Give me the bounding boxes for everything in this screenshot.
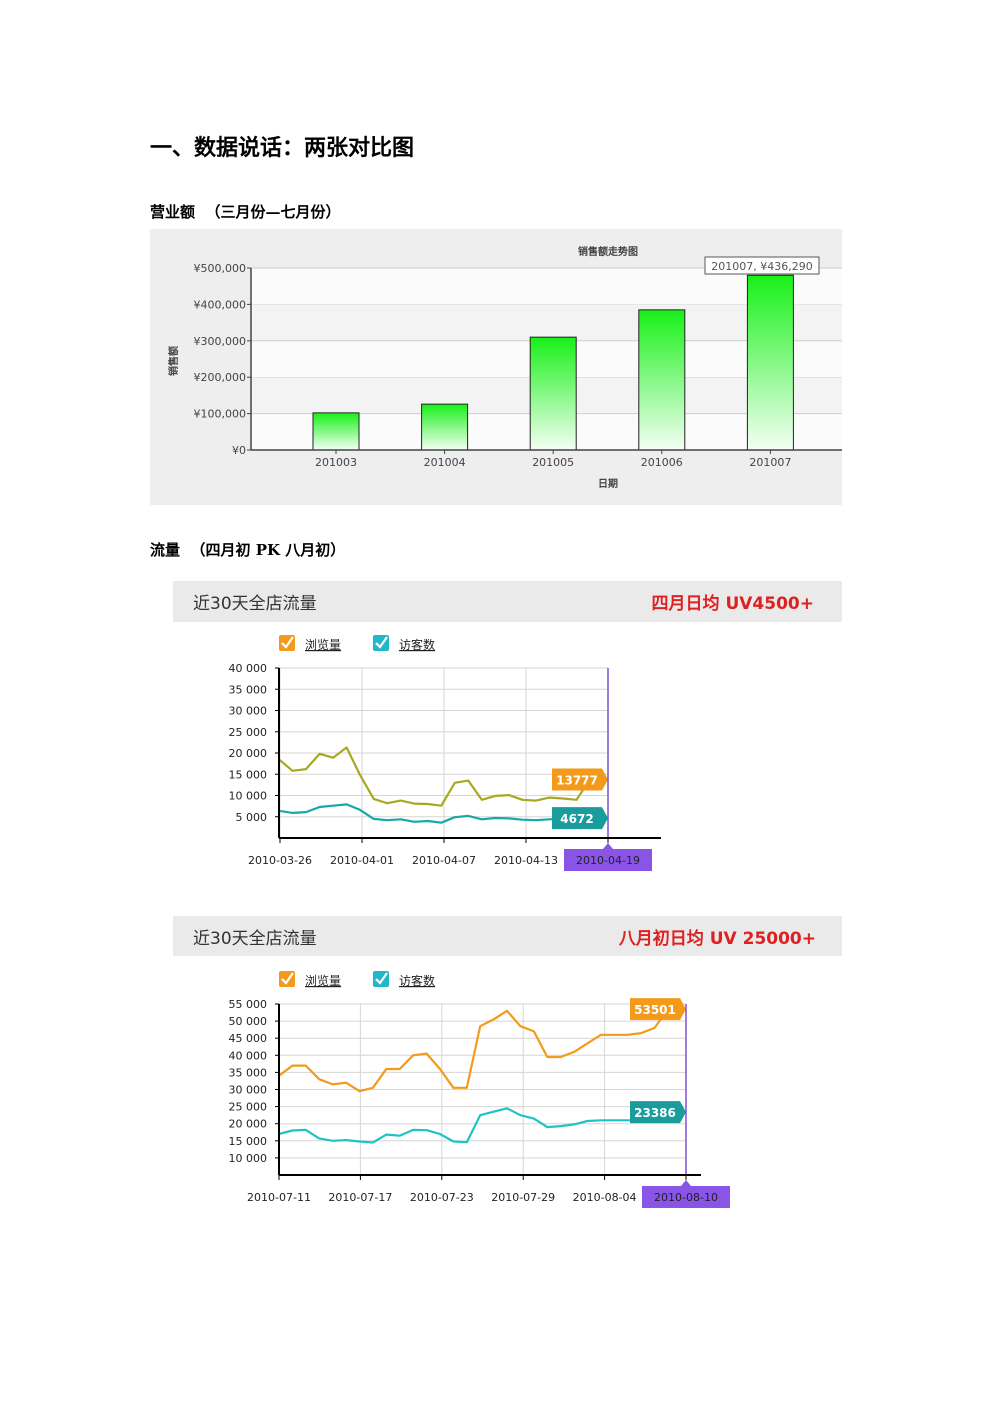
traffic-section-title: 流量 （四月初 PK 八月初） — [150, 539, 345, 560]
x-tick-label-current: 2010-04-19 — [576, 854, 640, 867]
y-tick-label: ¥400,000 — [194, 298, 247, 311]
panel-header — [173, 916, 842, 956]
legend-label[interactable]: 浏览量 — [305, 637, 341, 652]
y-tick-label: 20 000 — [229, 1118, 268, 1131]
y-tick-label: 10 000 — [229, 790, 268, 803]
y-axis-label: 销售额 — [167, 346, 180, 376]
y-tick-label: 55 000 — [229, 998, 268, 1011]
sales-sub: （三月份—七月份） — [205, 203, 341, 221]
traffic-chart-august: 近30天全店流量 八月初日均 UV 25000+ 浏览量 访客数 10 000 15… — [173, 916, 842, 1216]
x-tick-label: 2010-07-11 — [247, 1191, 311, 1204]
current-date-badge — [564, 843, 652, 871]
y-tick-label: 45 000 — [229, 1032, 268, 1045]
current-date-badge — [642, 1180, 730, 1208]
bar — [312, 412, 360, 451]
y-tick-label: ¥300,000 — [194, 335, 247, 348]
sales-label: 营业额 — [150, 203, 196, 221]
y-tick-label: 20 000 — [229, 747, 268, 760]
y-tick-label: 35 000 — [229, 683, 268, 696]
panel-title: 近30天全店流量 — [193, 929, 317, 949]
check-icon — [375, 972, 388, 985]
x-axis-label: 日期 — [598, 477, 618, 490]
x-tick-label: 201007 — [749, 456, 791, 469]
x-tick-label: 2010-04-01 — [330, 854, 394, 867]
bar — [421, 403, 469, 451]
y-tick-label: 5 000 — [236, 811, 268, 824]
x-tick-label: 2010-07-17 — [328, 1191, 392, 1204]
x-tick-label: 201003 — [315, 456, 357, 469]
y-tick-label: ¥0 — [232, 444, 246, 457]
y-tick-label: 25 000 — [229, 1101, 268, 1114]
y-tick-label: ¥200,000 — [194, 371, 247, 384]
series-line — [278, 1107, 669, 1144]
series-value-flag — [630, 1101, 686, 1124]
sales-section-title: 营业额 （三月份—七月份） — [150, 201, 340, 222]
legend-label[interactable]: 访客数 — [399, 973, 435, 988]
chart-title: 销售额走势图 — [578, 245, 638, 258]
series-value-flag — [630, 998, 686, 1021]
x-tick-label: 2010-08-04 — [573, 1191, 637, 1204]
check-icon — [281, 972, 294, 985]
bar — [529, 336, 577, 451]
x-tick-label-current: 2010-08-10 — [654, 1191, 718, 1204]
x-tick-label: 2010-04-07 — [412, 854, 476, 867]
panel-body — [173, 622, 842, 876]
y-tick-label: 40 000 — [229, 662, 268, 675]
x-tick-label: 2010-04-13 — [494, 854, 558, 867]
x-tick-label: 2010-03-26 — [248, 854, 312, 867]
y-tick-label: 15 000 — [229, 768, 268, 781]
traffic-label: 流量 — [150, 541, 181, 559]
panel-header — [173, 581, 842, 622]
x-tick-label: 201005 — [532, 456, 574, 469]
legend-label[interactable]: 访客数 — [399, 637, 435, 652]
series-value-label: 4672 — [560, 812, 593, 826]
page-heading: 一、数据说话：两张对比图 — [150, 135, 415, 161]
series-value-flag — [552, 807, 608, 830]
y-tick-label: 35 000 — [229, 1066, 268, 1079]
y-tick-label: 25 000 — [229, 726, 268, 739]
traffic-sub: （四月初 PK 八月初） — [190, 541, 346, 559]
y-tick-label: 10 000 — [229, 1152, 268, 1165]
x-tick-label: 201006 — [641, 456, 683, 469]
panel-body — [173, 956, 842, 1216]
y-tick-label: ¥100,000 — [194, 408, 247, 421]
series-value-label: 13777 — [556, 773, 598, 787]
x-tick-label: 2010-07-29 — [491, 1191, 555, 1204]
series-line — [278, 1008, 669, 1093]
headline: 八月初日均 UV 25000+ — [619, 928, 816, 949]
series-line — [278, 746, 591, 807]
panel-title: 近30天全店流量 — [193, 594, 317, 614]
traffic-chart-april: 近30天全店流量 四月日均 UV4500+ 浏览量 访客数 5 000 10 000… — [173, 581, 842, 876]
legend-label[interactable]: 浏览量 — [305, 973, 341, 988]
x-tick-label: 201004 — [424, 456, 466, 469]
tooltip: 201007, ¥436,290 — [704, 256, 820, 275]
y-tick-label: 30 000 — [229, 1084, 268, 1097]
y-tick-label: 15 000 — [229, 1135, 268, 1148]
series-value-label: 23386 — [634, 1106, 676, 1120]
tooltip-text: 201007, ¥436,290 — [711, 260, 812, 273]
tooltip-box — [704, 256, 820, 275]
series-line — [278, 803, 591, 824]
sales-bar-chart: ¥0 ¥100,000 ¥200,000 ¥300,000 ¥400,000 ¥500,0… — [150, 229, 842, 505]
y-tick-label: 50 000 — [229, 1015, 268, 1028]
headline: 四月日均 UV4500+ — [652, 593, 814, 614]
bar — [638, 309, 686, 451]
series-value-label: 53501 — [634, 1003, 676, 1017]
y-tick-label: 30 000 — [229, 705, 268, 718]
series-value-flag — [552, 768, 608, 791]
x-tick-label: 2010-07-23 — [410, 1191, 474, 1204]
check-icon — [281, 636, 294, 649]
y-tick-label: ¥500,000 — [194, 262, 247, 275]
bar — [746, 274, 794, 451]
y-tick-label: 40 000 — [229, 1049, 268, 1062]
check-icon — [375, 636, 388, 649]
